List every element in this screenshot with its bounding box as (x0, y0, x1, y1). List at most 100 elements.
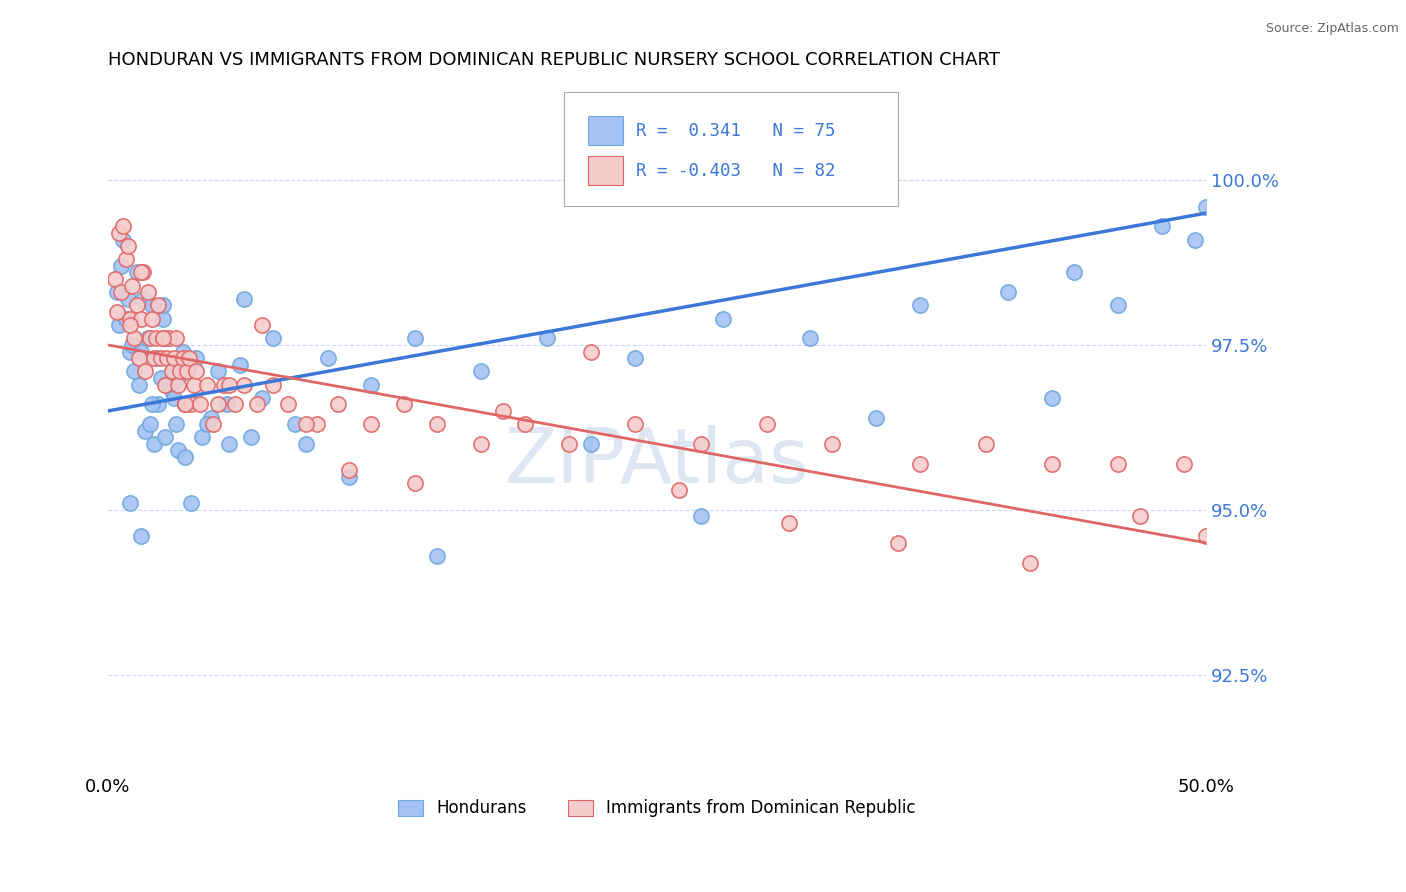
Point (328, 397, 350, 411)
Point (558, 437, 581, 451)
Point (233, 292, 256, 306)
Point (1195, 529, 1218, 543)
Point (492, 404, 515, 418)
Point (141, 311, 163, 326)
Point (755, 417, 778, 431)
Point (305, 417, 328, 431)
Point (1107, 298, 1129, 312)
Point (138, 331, 160, 345)
Point (128, 351, 150, 366)
Point (1150, 219, 1173, 234)
Point (865, 410, 887, 425)
Point (173, 450, 195, 464)
Point (974, 437, 997, 451)
Point (195, 377, 218, 392)
Point (224, 397, 246, 411)
Point (160, 384, 183, 398)
Point (215, 397, 238, 411)
Point (117, 239, 139, 253)
Point (121, 278, 143, 293)
Point (148, 298, 170, 312)
Bar (588, 116, 623, 145)
Point (108, 318, 131, 333)
Point (711, 311, 734, 326)
Point (165, 331, 187, 345)
Text: R =  0.341   N = 75: R = 0.341 N = 75 (636, 122, 835, 140)
Point (152, 311, 174, 326)
Point (105, 285, 128, 300)
Point (136, 285, 159, 300)
Point (1040, 391, 1063, 405)
Point (1040, 457, 1063, 471)
Text: ZIPAtlas: ZIPAtlas (505, 425, 810, 499)
Point (910, 457, 932, 471)
Point (114, 252, 136, 267)
Point (159, 377, 181, 392)
Point (339, 463, 361, 477)
Point (426, 549, 449, 563)
Bar (588, 156, 623, 186)
Point (134, 364, 156, 378)
Point (114, 311, 136, 326)
Point (284, 417, 307, 431)
Point (200, 410, 222, 425)
Point (404, 331, 426, 345)
Point (145, 331, 167, 345)
Point (167, 443, 190, 458)
Point (145, 351, 167, 366)
Point (218, 377, 240, 392)
Point (191, 430, 214, 444)
Point (513, 417, 536, 431)
Point (1184, 233, 1206, 247)
Point (138, 417, 160, 431)
Point (117, 292, 139, 306)
Point (997, 285, 1019, 300)
Point (183, 377, 205, 392)
Point (394, 397, 416, 411)
Point (184, 364, 207, 378)
Point (176, 364, 198, 378)
Point (125, 265, 148, 279)
Point (110, 285, 132, 300)
Point (152, 298, 174, 312)
Point (124, 331, 146, 345)
Point (195, 417, 218, 431)
Point (1107, 457, 1129, 471)
Point (152, 331, 174, 345)
Point (149, 371, 172, 385)
Point (689, 437, 711, 451)
Point (239, 430, 262, 444)
Point (141, 298, 163, 312)
Point (118, 311, 141, 326)
Point (179, 358, 201, 372)
Point (579, 437, 602, 451)
Point (118, 496, 141, 510)
Point (172, 351, 194, 366)
Point (118, 344, 141, 359)
Point (536, 331, 558, 345)
Point (149, 351, 172, 366)
Point (165, 417, 187, 431)
Point (207, 397, 229, 411)
Point (136, 331, 159, 345)
Text: HONDURAN VS IMMIGRANTS FROM DOMINICAN REPUBLIC NURSERY SCHOOL CORRELATION CHART: HONDURAN VS IMMIGRANTS FROM DOMINICAN RE… (108, 51, 1000, 69)
Point (228, 358, 250, 372)
Point (250, 391, 273, 405)
Point (105, 305, 128, 319)
FancyBboxPatch shape (564, 92, 898, 206)
Point (132, 265, 155, 279)
Point (156, 331, 179, 345)
Point (152, 331, 174, 345)
Point (294, 437, 316, 451)
Point (129, 265, 152, 279)
Point (173, 397, 195, 411)
Point (134, 424, 156, 438)
Point (118, 318, 141, 333)
Point (262, 377, 284, 392)
Point (103, 272, 125, 286)
Point (112, 219, 135, 234)
Point (173, 397, 195, 411)
Point (1173, 457, 1195, 471)
Point (277, 397, 299, 411)
Point (163, 391, 186, 405)
